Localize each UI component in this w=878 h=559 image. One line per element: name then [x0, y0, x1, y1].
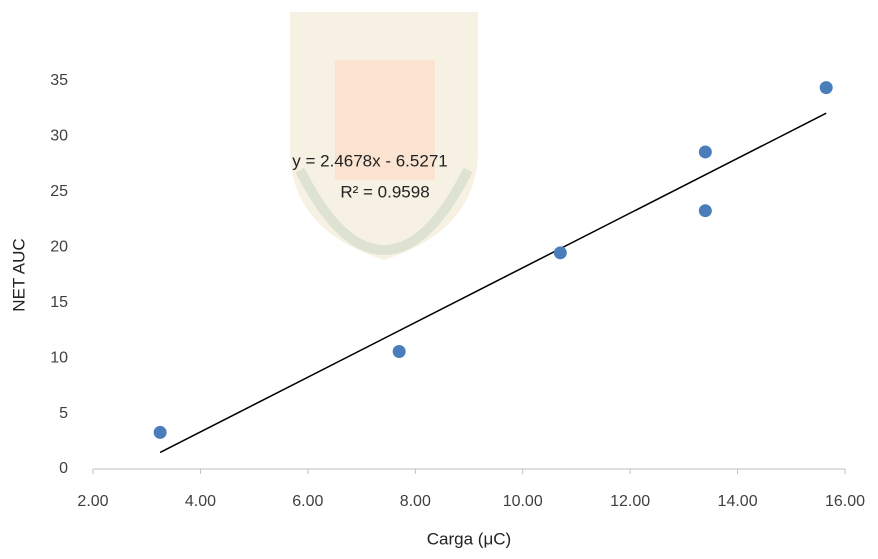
watermark: [290, 12, 478, 260]
y-tick-label: 20: [50, 239, 68, 256]
watermark-wreath: [295, 167, 473, 256]
data-point: [698, 145, 712, 159]
x-tick-label: 12.00: [610, 493, 650, 510]
y-tick-label: 5: [59, 405, 68, 422]
trendline-r2: R² = 0.9598: [340, 182, 429, 201]
data-point: [553, 246, 567, 260]
data-point: [698, 204, 712, 218]
x-tick-label: 4.00: [185, 493, 216, 510]
data-point: [153, 425, 167, 439]
y-tick-label: 10: [50, 349, 68, 366]
trendline: [159, 112, 827, 454]
x-tick-label: 2.00: [77, 493, 108, 510]
x-tick-label: 10.00: [503, 493, 543, 510]
trendline-equation: y = 2.4678x - 6.5271: [292, 151, 447, 170]
x-tick-label: 6.00: [292, 493, 323, 510]
y-tick-label: 35: [50, 72, 68, 89]
y-axis-title: NET AUC: [9, 238, 28, 311]
x-axis-title: Carga (μC): [427, 529, 511, 548]
x-tick-label: 16.00: [825, 493, 865, 510]
data-point: [819, 81, 833, 95]
watermark-shield: [290, 12, 478, 260]
watermark-panel: [335, 60, 435, 180]
y-tick-label: 0: [59, 460, 68, 477]
y-tick-label: 25: [50, 183, 68, 200]
x-tick-label: 8.00: [400, 493, 431, 510]
y-tick-label: 30: [50, 128, 68, 145]
x-tick-label: 14.00: [718, 493, 758, 510]
y-tick-label: 15: [50, 294, 68, 311]
data-point: [392, 344, 406, 358]
